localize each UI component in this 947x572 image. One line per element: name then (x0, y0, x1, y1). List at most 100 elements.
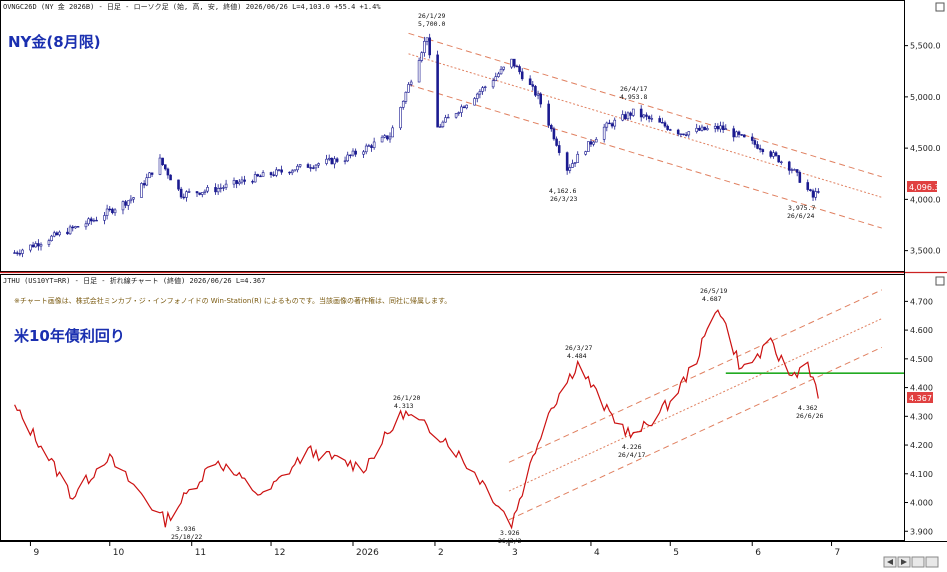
gold-candle (661, 117, 664, 124)
gold-candle (74, 225, 77, 229)
gold-candle (438, 123, 442, 128)
gold-annotation-jun-value: 3,975.7 (788, 204, 815, 212)
gold-annotation-mar-value: 4,162.6 (549, 187, 576, 195)
gold-candle (68, 224, 72, 235)
gold-candle (756, 141, 759, 150)
gold-candle (462, 105, 466, 109)
yield-annotation-jun-date: 26/6/26 (796, 412, 823, 420)
gold-series (13, 32, 882, 258)
gold-candle (621, 110, 624, 122)
gold-candle (719, 121, 722, 133)
gold-annotation-high-value: 5,700.0 (418, 20, 445, 28)
gold-candle (198, 192, 201, 196)
gold-title: NY金(8月限) (8, 33, 101, 51)
gold-candle (253, 171, 257, 183)
yield-annotation-mar2-date: 26/3/2 (498, 537, 522, 545)
gold-candle (325, 154, 328, 166)
gold-candle (383, 134, 387, 139)
xtick-label: 3 (512, 548, 518, 558)
gold-candle (549, 123, 553, 132)
gold-candle (700, 124, 704, 132)
gold-candle (473, 97, 476, 106)
gold-candle (108, 206, 112, 212)
gold-candle (224, 179, 228, 191)
gold-candle (743, 134, 746, 138)
yield-annotation-jan-value: 4.313 (394, 402, 414, 410)
gold-candle (698, 125, 701, 132)
yield-line (14, 309, 819, 530)
gold-candle (158, 154, 162, 176)
gold-candle (811, 188, 815, 201)
gold-candle (695, 123, 698, 134)
gold-candle (454, 112, 458, 119)
xtick-label: 9 (33, 548, 39, 558)
gold-candle (809, 188, 812, 192)
gold-candle (206, 184, 209, 194)
yield-last-badge-text: 4.367 (909, 394, 932, 403)
gold-candle (55, 231, 59, 236)
gold-annotations: 26/1/29 5,700.0 26/4/17 4,953.8 4,162.6 … (418, 12, 815, 220)
gold-candle (76, 226, 80, 228)
gold-plot-frame (0, 0, 905, 272)
gold-candle (351, 148, 355, 157)
gold-candle (150, 172, 154, 177)
gold-candle (240, 176, 244, 185)
yield-ytick-label: 4.400 (910, 384, 933, 393)
gold-maximize-icon[interactable] (935, 2, 945, 12)
yield-annotation-mar27-date: 26/3/27 (565, 344, 592, 352)
gold-candle (684, 132, 688, 137)
zoom-in-icon[interactable] (911, 556, 925, 568)
gold-candle (142, 180, 146, 189)
gold-channel-line (408, 53, 882, 198)
gold-candle (679, 133, 683, 138)
gold-candle (13, 250, 16, 254)
gold-candle (214, 183, 217, 195)
gold-candle (428, 33, 431, 59)
gold-candle (372, 137, 376, 150)
gold-candle (790, 167, 794, 174)
gold-candle (682, 133, 685, 136)
gold-candle (457, 111, 461, 116)
gold-candle (21, 248, 24, 258)
gold-candle (243, 175, 246, 185)
gold-candle (608, 119, 611, 125)
gold-candle (58, 230, 61, 237)
gold-candle (631, 108, 635, 117)
gold-candle (317, 162, 320, 169)
gold-candle (475, 92, 479, 103)
gold-candle (306, 162, 310, 168)
gold-candle (290, 169, 294, 176)
gold-candle (647, 115, 651, 123)
gold-candle (534, 84, 537, 98)
zoom-out-icon[interactable] (925, 556, 939, 568)
gold-candle (806, 179, 810, 192)
yield-ytick-label: 3.900 (910, 527, 933, 536)
gold-candle (592, 140, 595, 147)
gold-candle (103, 211, 106, 225)
gold-candle (364, 143, 368, 155)
gold-ytick-label: 5,500.0 (910, 42, 941, 51)
gold-candle (721, 121, 725, 133)
gold-candle (589, 139, 593, 148)
gold-candle (343, 156, 347, 165)
gold-candle (391, 125, 394, 138)
gold-candle (288, 171, 291, 175)
gold-candle (713, 122, 717, 133)
yield-last-badge (907, 392, 933, 403)
gold-candle (105, 204, 109, 220)
gold-candle (203, 189, 207, 195)
gold-candle (518, 64, 521, 75)
gold-candle (491, 77, 495, 89)
xtick-label: 12 (274, 548, 285, 558)
gold-candle (460, 104, 463, 117)
gold-candle (610, 122, 614, 129)
gold-candle (642, 113, 646, 119)
yield-maximize-icon[interactable] (935, 276, 945, 286)
gold-candle (132, 196, 135, 203)
gold-candle (446, 113, 450, 119)
yield-ytick-label: 4.000 (910, 499, 933, 508)
gold-candle (639, 105, 643, 122)
gold-candle (163, 164, 167, 171)
